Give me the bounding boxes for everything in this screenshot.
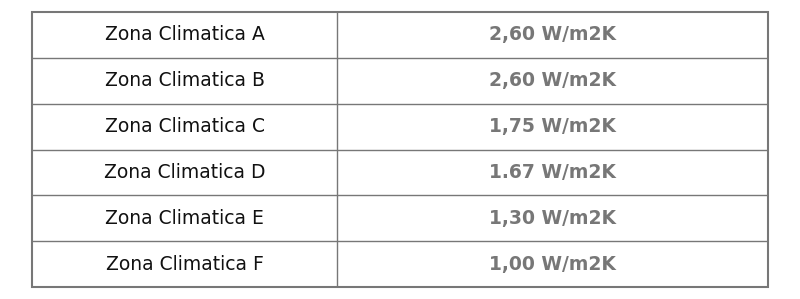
Text: 2,60 W/m2K: 2,60 W/m2K [490,25,616,44]
Text: Zona Climatica B: Zona Climatica B [105,71,265,90]
Text: Zona Climatica E: Zona Climatica E [106,209,264,228]
Text: Zona Climatica D: Zona Climatica D [104,163,266,182]
Text: Zona Climatica C: Zona Climatica C [105,117,265,136]
Text: 1,75 W/m2K: 1,75 W/m2K [490,117,616,136]
Text: Zona Climatica F: Zona Climatica F [106,255,264,274]
Text: 1,00 W/m2K: 1,00 W/m2K [490,255,616,274]
Text: 2,60 W/m2K: 2,60 W/m2K [490,71,616,90]
Text: 1,30 W/m2K: 1,30 W/m2K [490,209,616,228]
Text: Zona Climatica A: Zona Climatica A [105,25,265,44]
Text: 1.67 W/m2K: 1.67 W/m2K [490,163,616,182]
